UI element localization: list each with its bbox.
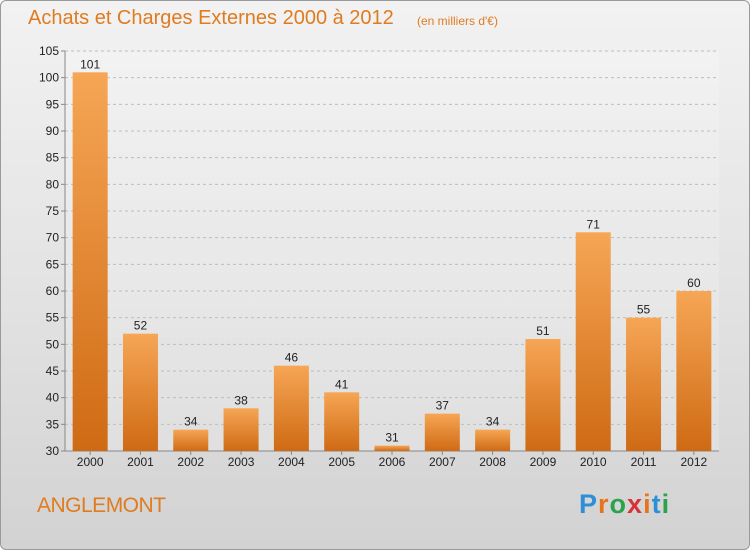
logo-letter: o (609, 489, 628, 519)
data-label: 71 (587, 217, 601, 231)
bar (173, 429, 209, 451)
x-tick-label: 2012 (680, 455, 707, 469)
data-label: 34 (184, 415, 198, 429)
data-label: 52 (134, 319, 148, 333)
y-tick-label: 70 (46, 231, 60, 245)
x-tick-label: 2011 (631, 455, 657, 469)
bar (122, 333, 158, 451)
x-tick-label: 2002 (177, 455, 204, 469)
x-tick-label: 2000 (77, 455, 104, 469)
x-tick-label: 2007 (429, 455, 456, 469)
x-tick-label: 2001 (127, 455, 154, 469)
proxiti-logo: Proxiti (579, 489, 670, 520)
logo-letter: x (627, 489, 644, 519)
data-label: 31 (385, 431, 399, 445)
bar (575, 232, 611, 451)
x-tick-label: 2009 (530, 455, 557, 469)
bar (525, 339, 561, 451)
y-tick-label: 95 (46, 97, 60, 111)
y-tick-label: 35 (46, 417, 60, 431)
y-tick-label: 85 (46, 151, 60, 165)
data-label: 37 (436, 399, 450, 413)
data-label: 101 (80, 57, 100, 71)
x-tick-label: 2008 (479, 455, 506, 469)
y-tick-label: 80 (46, 177, 60, 191)
data-label: 51 (536, 324, 550, 338)
bar (676, 291, 712, 451)
chart-unit: (en milliers d'€) (417, 14, 498, 28)
location-name: ANGLEMONT (37, 494, 166, 517)
data-label: 46 (285, 351, 299, 365)
logo-letter: t (651, 489, 662, 519)
bar (324, 392, 360, 451)
y-tick-label: 45 (46, 364, 60, 378)
bar (424, 413, 460, 451)
bar (223, 408, 259, 451)
y-tick-label: 55 (46, 311, 60, 325)
logo-letter: i (643, 489, 652, 519)
plot-area (65, 51, 719, 451)
y-tick-label: 100 (39, 71, 59, 85)
data-label: 41 (335, 377, 349, 391)
y-tick-label: 75 (46, 204, 60, 218)
y-tick-label: 65 (46, 257, 60, 271)
data-label: 60 (687, 276, 701, 290)
y-tick-label: 30 (46, 444, 60, 458)
x-tick-label: 2010 (580, 455, 607, 469)
logo-letter: r (598, 489, 610, 519)
data-label: 55 (637, 303, 651, 317)
data-label: 34 (486, 415, 500, 429)
y-tick-label: 105 (39, 44, 59, 58)
bar (374, 445, 410, 451)
data-label: 38 (234, 393, 248, 407)
y-tick-label: 40 (46, 391, 60, 405)
bar (626, 317, 662, 451)
bar (273, 365, 309, 451)
bar (72, 72, 108, 451)
bar (475, 429, 511, 451)
y-tick-label: 90 (46, 124, 60, 138)
y-tick-label: 60 (46, 284, 60, 298)
y-tick-label: 50 (46, 337, 60, 351)
x-tick-label: 2005 (328, 455, 355, 469)
chart-title: Achats et Charges Externes 2000 à 2012 (28, 7, 394, 29)
x-tick-label: 2003 (228, 455, 255, 469)
x-tick-label: 2006 (379, 455, 406, 469)
logo-letter: P (579, 489, 599, 519)
x-tick-label: 2004 (278, 455, 305, 469)
logo-letter: i (661, 489, 671, 519)
